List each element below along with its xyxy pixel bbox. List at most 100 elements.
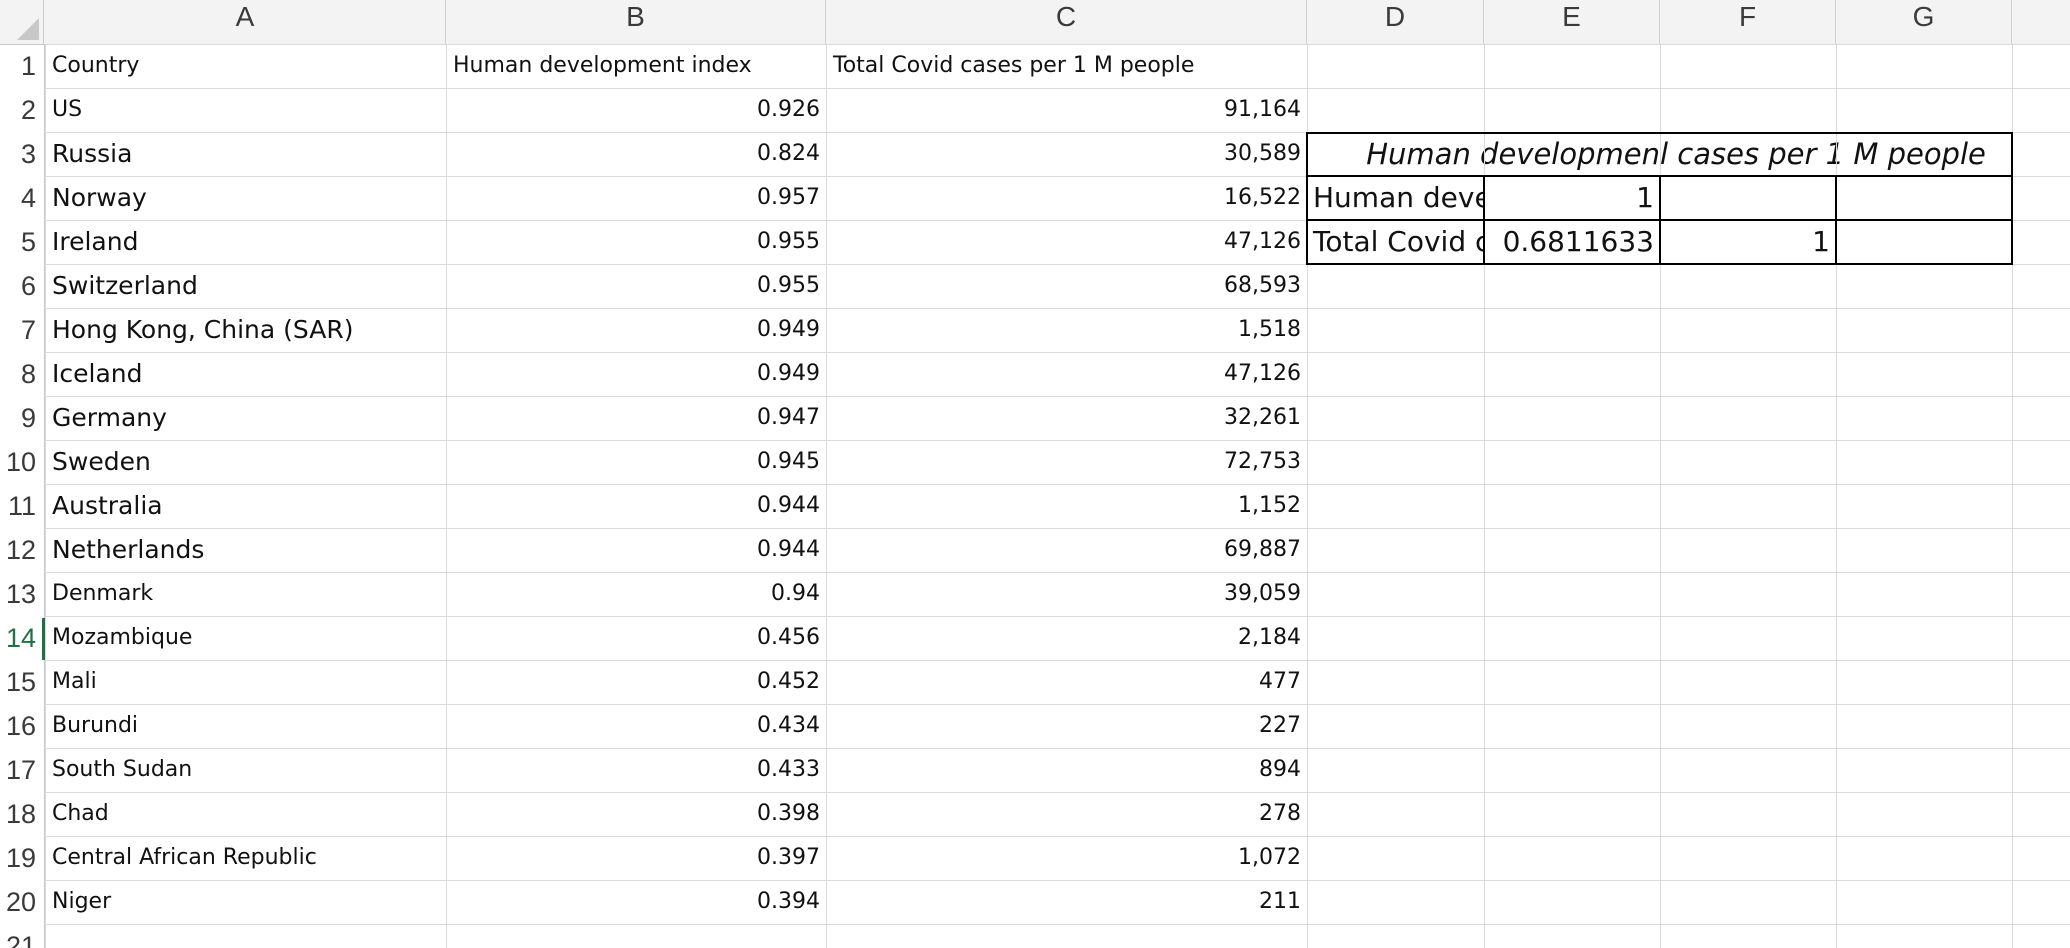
row-header-11[interactable]: 11 xyxy=(7,491,36,521)
covid-cases-cell[interactable]: 72,753 xyxy=(1224,449,1301,474)
country-cell[interactable]: Mali xyxy=(52,669,97,694)
row-gridline xyxy=(45,396,2070,397)
country-cell[interactable]: Niger xyxy=(52,889,112,914)
row-header-18[interactable]: 18 xyxy=(5,799,36,829)
covid-cases-cell[interactable]: 47,126 xyxy=(1224,229,1301,254)
covid-cases-cell[interactable]: 47,126 xyxy=(1224,361,1301,386)
hdi-cell[interactable]: 0.949 xyxy=(757,317,820,342)
row-header-8[interactable]: 8 xyxy=(20,359,36,389)
hdi-cell[interactable]: 0.824 xyxy=(757,141,820,166)
covid-cases-cell[interactable]: 227 xyxy=(1259,713,1301,738)
covid-cases-cell[interactable]: 30,589 xyxy=(1224,141,1301,166)
header-covid[interactable]: Total Covid cases per 1 M people xyxy=(833,53,1195,78)
row-header-1[interactable]: 1 xyxy=(20,51,36,81)
row-header-12[interactable]: 12 xyxy=(5,535,36,565)
covid-cases-cell[interactable]: 211 xyxy=(1259,889,1301,914)
country-cell[interactable]: Norway xyxy=(52,183,147,212)
covid-cases-cell[interactable]: 1,152 xyxy=(1238,493,1301,518)
correlation-r1c1[interactable]: 1 xyxy=(1636,181,1654,214)
hdi-cell[interactable]: 0.456 xyxy=(757,625,820,650)
row-gridline xyxy=(45,880,2070,881)
country-cell[interactable]: Sweden xyxy=(52,447,151,476)
hdi-cell[interactable]: 0.398 xyxy=(757,801,820,826)
country-cell[interactable]: Hong Kong, China (SAR) xyxy=(52,315,354,344)
row-header-3[interactable]: 3 xyxy=(20,139,36,169)
covid-cases-cell[interactable]: 477 xyxy=(1259,669,1301,694)
covid-cases-cell[interactable]: 2,184 xyxy=(1238,625,1301,650)
row-header-10[interactable]: 10 xyxy=(5,447,36,477)
covid-cases-cell[interactable]: 278 xyxy=(1259,801,1301,826)
column-header-e[interactable]: E xyxy=(1484,0,1660,44)
correlation-border xyxy=(1307,132,2012,134)
hdi-cell[interactable]: 0.955 xyxy=(757,273,820,298)
country-cell[interactable]: Ireland xyxy=(52,227,139,256)
covid-cases-cell[interactable]: 32,261 xyxy=(1224,405,1301,430)
hdi-cell[interactable]: 0.397 xyxy=(757,845,820,870)
correlation-row1-label[interactable]: Human devel xyxy=(1313,181,1484,214)
row-header-15[interactable]: 15 xyxy=(5,667,36,697)
country-cell[interactable]: Iceland xyxy=(52,359,143,388)
covid-cases-cell[interactable]: 69,887 xyxy=(1224,537,1301,562)
country-cell[interactable]: Australia xyxy=(52,491,163,520)
column-header-f[interactable]: F xyxy=(1660,0,1836,44)
row-header-6[interactable]: 6 xyxy=(20,271,36,301)
row-header-16[interactable]: 16 xyxy=(5,711,36,741)
country-cell[interactable]: Central African Republic xyxy=(52,845,317,870)
country-cell[interactable]: South Sudan xyxy=(52,757,193,782)
row-header-2[interactable]: 2 xyxy=(20,95,36,125)
covid-cases-cell[interactable]: 1,072 xyxy=(1238,845,1301,870)
country-cell[interactable]: US xyxy=(52,97,83,122)
row-header-5[interactable]: 5 xyxy=(20,227,36,257)
row-header-14[interactable]: 14 xyxy=(5,623,36,653)
hdi-cell[interactable]: 0.452 xyxy=(757,669,820,694)
correlation-r2c1[interactable]: 0.6811633 xyxy=(1502,225,1654,258)
column-header-d[interactable]: D xyxy=(1307,0,1484,44)
header-country[interactable]: Country xyxy=(52,53,140,78)
covid-cases-cell[interactable]: 16,522 xyxy=(1224,185,1301,210)
hdi-cell[interactable]: 0.949 xyxy=(757,361,820,386)
column-header-c[interactable]: C xyxy=(826,0,1307,44)
row-header-7[interactable]: 7 xyxy=(20,315,36,345)
column-header-g[interactable]: G xyxy=(1836,0,2012,44)
hdi-cell[interactable]: 0.944 xyxy=(757,493,820,518)
covid-cases-cell[interactable]: 894 xyxy=(1259,757,1301,782)
country-cell[interactable]: Burundi xyxy=(52,713,139,738)
correlation-row2-label[interactable]: Total Covid c xyxy=(1313,225,1484,258)
header-hdi[interactable]: Human development index xyxy=(453,53,752,78)
row-header-4[interactable]: 4 xyxy=(20,183,36,213)
country-cell[interactable]: Russia xyxy=(52,139,133,168)
hdi-cell[interactable]: 0.926 xyxy=(757,97,820,122)
column-header-a[interactable]: A xyxy=(45,0,446,44)
row-header-21[interactable]: 21 xyxy=(5,931,36,948)
correlation-header-row[interactable]: Human developmen l cases per 1 M people xyxy=(1307,132,2012,176)
country-cell[interactable]: Germany xyxy=(52,403,167,432)
country-cell[interactable]: Mozambique xyxy=(52,625,193,650)
covid-cases-cell[interactable]: 68,593 xyxy=(1224,273,1301,298)
hdi-cell[interactable]: 0.945 xyxy=(757,449,820,474)
row-header-9[interactable]: 9 xyxy=(20,403,36,433)
hdi-cell[interactable]: 0.947 xyxy=(757,405,820,430)
row-header-13[interactable]: 13 xyxy=(5,579,36,609)
country-cell[interactable]: Chad xyxy=(52,801,109,826)
correlation-r2c2[interactable]: 1 xyxy=(1812,225,1830,258)
covid-cases-cell[interactable]: 91,164 xyxy=(1224,97,1301,122)
column-header-b[interactable]: B xyxy=(446,0,826,44)
row-header-19[interactable]: 19 xyxy=(5,843,36,873)
country-cell[interactable]: Switzerland xyxy=(52,271,198,300)
row-header-17[interactable]: 17 xyxy=(5,755,36,785)
hdi-cell[interactable]: 0.433 xyxy=(757,757,820,782)
country-cell[interactable]: Denmark xyxy=(52,581,154,606)
hdi-cell[interactable]: 0.94 xyxy=(771,581,820,606)
hdi-cell[interactable]: 0.944 xyxy=(757,537,820,562)
hdi-cell[interactable]: 0.955 xyxy=(757,229,820,254)
column-gridline xyxy=(1307,44,1308,948)
covid-cases-cell[interactable]: 39,059 xyxy=(1224,581,1301,606)
covid-cases-cell[interactable]: 1,518 xyxy=(1238,317,1301,342)
hdi-cell[interactable]: 0.394 xyxy=(757,889,820,914)
hdi-cell[interactable]: 0.434 xyxy=(757,713,820,738)
select-all-corner[interactable] xyxy=(0,0,44,44)
country-cell[interactable]: Netherlands xyxy=(52,535,205,564)
hdi-cell[interactable]: 0.957 xyxy=(757,185,820,210)
row-header-20[interactable]: 20 xyxy=(5,887,36,917)
